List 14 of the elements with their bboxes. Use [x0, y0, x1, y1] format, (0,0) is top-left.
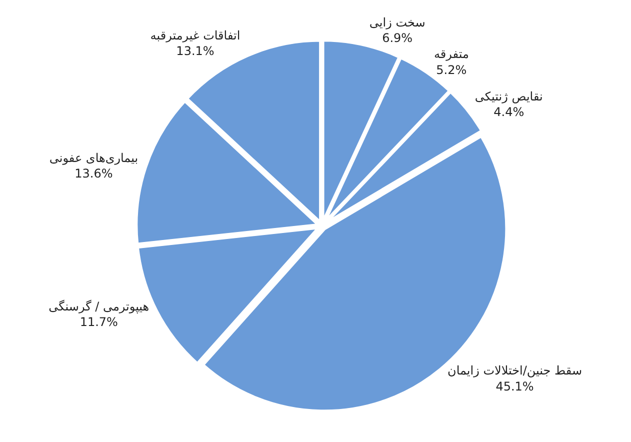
slice-label: متفرقه — [434, 47, 469, 62]
slice-label: سقط جنین/اختلالات زایمان — [448, 364, 582, 378]
slice-label: هیپوترمی / گرسنگی — [48, 299, 150, 314]
data-label: 11.7% — [80, 314, 118, 329]
slice-label: اتفاقات غیرمترقبه — [150, 28, 240, 42]
slice-label: سخت زایی — [369, 15, 426, 30]
slice-label: نقایص ژنتیکی — [474, 90, 543, 104]
data-label: 5.2% — [436, 62, 467, 77]
data-label: 45.1% — [496, 379, 534, 394]
data-label: 6.9% — [382, 31, 413, 46]
data-label: 13.1% — [176, 44, 214, 58]
data-label: 4.4% — [494, 105, 524, 120]
slice-label: بیماری‌های عفونی — [49, 151, 138, 166]
data-label: 13.6% — [74, 166, 113, 181]
